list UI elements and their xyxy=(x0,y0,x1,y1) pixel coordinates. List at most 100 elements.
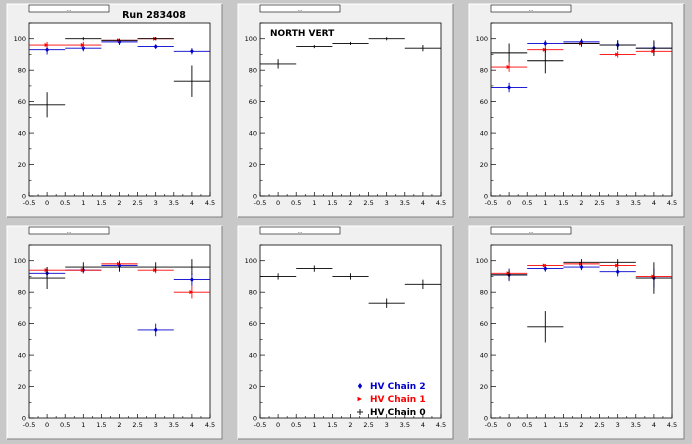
y-tick-label: 20 xyxy=(18,161,26,169)
data-series xyxy=(29,37,210,118)
panel-title-text: ... xyxy=(67,229,72,235)
x-tick-label: 1.5 xyxy=(96,199,106,207)
x-tick-label: 3.5 xyxy=(400,421,410,429)
marker-arrow xyxy=(189,290,194,295)
y-tick-label: 80 xyxy=(249,67,257,75)
plot-area xyxy=(490,244,673,419)
x-tick-label: 2.5 xyxy=(363,199,373,207)
x-tick-label: 4.5 xyxy=(667,199,677,207)
marker-diamond xyxy=(615,269,620,275)
y-tick-label: 40 xyxy=(480,130,488,138)
panel-title-box: ... xyxy=(259,226,341,235)
data-point xyxy=(563,259,600,266)
x-tick-label: 4 xyxy=(421,421,425,429)
y-tick-label: 0 xyxy=(484,193,488,201)
data-point xyxy=(173,273,210,286)
plot-area xyxy=(28,22,211,197)
x-tick-label: 3 xyxy=(385,421,389,429)
legend-label: HV Chain 1 xyxy=(370,395,426,405)
data-point xyxy=(137,323,174,337)
legend-label: HV Chain 0 xyxy=(370,408,426,418)
x-tick-label: 0 xyxy=(45,421,49,429)
data-point xyxy=(527,48,564,74)
marker-arrow xyxy=(44,268,49,273)
y-tick-label: 60 xyxy=(249,98,257,106)
y-tick-label: 0 xyxy=(253,415,257,423)
y-tick-label: 40 xyxy=(480,352,488,360)
data-point xyxy=(260,59,297,69)
x-tick-label: 4 xyxy=(652,421,656,429)
data-point xyxy=(491,82,528,93)
y-tick-label: 20 xyxy=(18,383,26,391)
x-tick-label: 1.5 xyxy=(327,199,337,207)
panel-title-frame xyxy=(259,4,341,13)
panel-frame-shadow xyxy=(7,4,223,218)
panel-title-box: ... xyxy=(490,4,572,13)
x-tick-label: 2.5 xyxy=(594,421,604,429)
panel-title-text: ... xyxy=(67,7,72,13)
marker-diamond xyxy=(45,47,50,53)
x-tick-label: 2 xyxy=(348,421,352,429)
data-point xyxy=(491,270,528,280)
x-tick-label: 1 xyxy=(81,421,85,429)
x-tick-label: 2.5 xyxy=(132,199,142,207)
x-tick-label: 0.5 xyxy=(60,421,70,429)
data-point xyxy=(491,62,528,72)
x-tick-label: 0.5 xyxy=(522,421,532,429)
x-tick-label: 3.5 xyxy=(631,421,641,429)
y-tick-label: 20 xyxy=(480,161,488,169)
marker-diamond xyxy=(507,84,512,90)
x-tick-label: 3.5 xyxy=(631,199,641,207)
data-series xyxy=(491,259,672,343)
data-point xyxy=(563,40,600,47)
data-point xyxy=(404,279,441,290)
marker-arrow xyxy=(651,49,656,54)
plot-area xyxy=(259,244,442,419)
x-tick-label: 0.5 xyxy=(291,199,301,207)
panel-title-frame xyxy=(490,4,572,13)
y-tick-label: 0 xyxy=(22,415,26,423)
y-tick-label: 60 xyxy=(18,98,26,106)
y-tick-label: 60 xyxy=(18,320,26,328)
panel-title-box: ... xyxy=(259,4,341,13)
legend-label: HV Chain 2 xyxy=(370,382,426,392)
marker-arrow xyxy=(153,268,158,273)
panel-title-text: ... xyxy=(529,229,534,235)
panel-frame-shadow xyxy=(469,226,685,440)
y-tick-label: 20 xyxy=(480,383,488,391)
data-series xyxy=(29,259,210,290)
y-tick-label: 100 xyxy=(14,257,26,265)
marker-arrow xyxy=(44,43,49,48)
marker-diamond xyxy=(153,327,158,333)
data-point xyxy=(173,285,210,299)
data-point xyxy=(368,37,405,41)
x-tick-label: 4 xyxy=(190,199,194,207)
x-tick-label: 2 xyxy=(117,199,121,207)
x-tick-label: 4 xyxy=(652,199,656,207)
panel-annotation: NORTH VERT xyxy=(270,29,335,39)
x-tick-label: -0.5 xyxy=(23,199,36,207)
x-tick-label: 0 xyxy=(276,421,280,429)
y-tick-label: 100 xyxy=(245,257,257,265)
panel-title-text: ... xyxy=(298,229,303,235)
data-point xyxy=(599,40,636,50)
data-point xyxy=(599,259,636,266)
x-tick-label: -0.5 xyxy=(23,421,36,429)
data-series xyxy=(260,37,441,69)
y-tick-label: 0 xyxy=(484,415,488,423)
panel-title-frame xyxy=(490,226,572,235)
x-tick-label: 2.5 xyxy=(132,421,142,429)
x-tick-label: 2 xyxy=(117,421,121,429)
x-tick-label: 3.5 xyxy=(169,199,179,207)
x-tick-label: 0.5 xyxy=(522,199,532,207)
data-point xyxy=(296,265,333,272)
y-tick-label: 0 xyxy=(22,193,26,201)
x-tick-label: 3 xyxy=(616,421,620,429)
data-point xyxy=(137,44,174,50)
data-point xyxy=(635,40,672,57)
data-point xyxy=(65,37,102,41)
data-point xyxy=(368,298,405,308)
y-tick-label: 40 xyxy=(18,352,26,360)
